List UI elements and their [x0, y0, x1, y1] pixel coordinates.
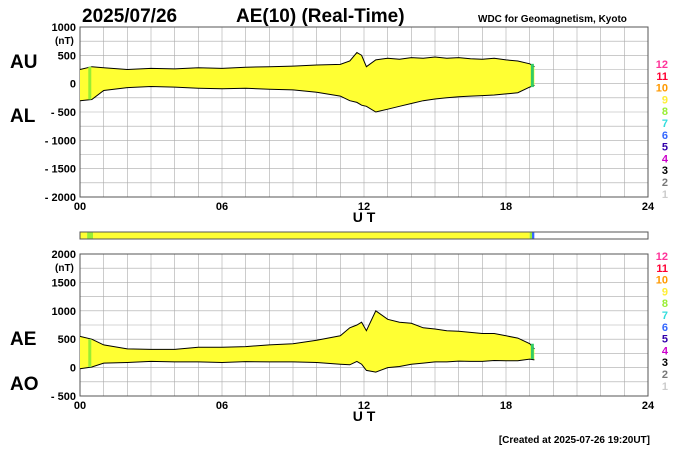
chart-title: AE(10) (Real-Time)	[236, 6, 405, 27]
ae-ao-unit-label: (nT)	[55, 263, 74, 274]
legend-entry: 2	[662, 177, 668, 189]
y-tick-label: 1500	[52, 277, 76, 289]
station-strip	[530, 343, 534, 360]
legend-entry: 12	[656, 251, 668, 263]
y-tick-label: - 1000	[45, 135, 76, 147]
legend-entry: 1	[662, 381, 668, 393]
au-al-y-ticks: 1000 500 0 - 500 - 1000 - 1500 - 2000	[45, 22, 76, 204]
source-label: WDC for Geomagnetism, Kyoto	[478, 14, 627, 25]
coverage-frame	[79, 231, 649, 240]
legend-entry: 7	[662, 118, 668, 130]
legend-entry: 9	[662, 286, 668, 298]
au-al-x-axis-label: U T	[353, 209, 376, 225]
coverage-segment	[80, 232, 88, 239]
ae-label: AE	[10, 329, 36, 350]
series-line-ao	[79, 358, 535, 373]
series-line-al	[79, 84, 535, 113]
created-timestamp: [Created at 2025-07-26 19:20UT]	[499, 435, 650, 446]
legend-entry: 4	[662, 345, 669, 357]
x-tick-label: 18	[500, 400, 512, 412]
x-tick-label: 24	[642, 400, 655, 412]
y-tick-label: - 500	[51, 107, 76, 119]
ae-ao-y-ticks: 2000 1500 1000 500 0 - 500	[51, 249, 76, 403]
au-al-grid	[79, 26, 649, 198]
station-strip	[88, 339, 92, 368]
y-tick-label: 0	[70, 79, 76, 91]
au-label: AU	[10, 52, 37, 73]
ae-ao-x-axis-label: U T	[353, 408, 376, 424]
au-al-unit-label: (nT)	[55, 36, 74, 47]
y-tick-label: - 500	[51, 391, 76, 403]
y-tick-label: 500	[58, 50, 76, 62]
band-fill	[80, 52, 535, 112]
coverage-segment	[87, 232, 94, 239]
coverage-segment	[532, 232, 535, 239]
series-line-au	[79, 51, 535, 71]
ae-ao-x-ticks: 00 06 12 18 24	[74, 400, 655, 412]
legend-entry: 11	[656, 71, 668, 83]
coverage-segment	[529, 232, 533, 239]
legend-entry: 5	[662, 142, 668, 154]
x-tick-label: 12	[358, 201, 370, 213]
y-tick-label: 0	[70, 363, 76, 375]
legend-entry: 5	[662, 334, 668, 346]
x-tick-label: 00	[74, 201, 86, 213]
ao-label: AO	[10, 374, 39, 395]
legend-entry: 7	[662, 310, 668, 322]
series-line-ae	[79, 310, 535, 350]
y-tick-label: 1000	[52, 306, 76, 318]
y-tick-label: 2000	[52, 249, 76, 261]
legend-entry: 6	[662, 130, 668, 142]
band-fill	[80, 310, 535, 373]
legend-entry: 9	[662, 94, 668, 106]
y-tick-label: - 1500	[45, 164, 76, 176]
au-al-fill	[79, 51, 535, 113]
coverage-segment	[93, 232, 530, 239]
legend-entry: 11	[656, 263, 668, 275]
y-tick-label: 500	[58, 334, 76, 346]
coverage-segment	[534, 232, 648, 239]
au-al-x-ticks: 00 06 12 18 24	[74, 201, 655, 213]
ae-ao-fill	[79, 310, 535, 373]
legend-entry: 10	[656, 83, 668, 95]
ae-ao-grid	[79, 253, 649, 397]
date-title: 2025/07/26	[82, 6, 177, 27]
legend-entry: 3	[662, 165, 668, 177]
x-tick-label: 12	[358, 400, 370, 412]
legend-entry: 3	[662, 357, 668, 369]
station-strip	[88, 66, 92, 100]
legend-entry: 8	[662, 106, 668, 118]
y-tick-label: 1000	[52, 22, 76, 34]
al-label: AL	[10, 106, 36, 127]
legend-entry: 10	[656, 275, 668, 287]
y-tick-label: - 2000	[45, 192, 76, 204]
x-tick-label: 06	[216, 201, 228, 213]
legend-entry: 12	[656, 59, 668, 71]
data-coverage-bar	[79, 231, 649, 240]
plot-frame	[79, 253, 649, 397]
x-tick-label: 24	[642, 201, 655, 213]
plot-frame	[79, 26, 649, 198]
x-tick-label: 00	[74, 400, 86, 412]
station-strip	[530, 63, 534, 88]
legend-entry: 2	[662, 369, 668, 381]
legend-entry: 8	[662, 298, 668, 310]
x-tick-label: 18	[500, 201, 512, 213]
legend-entry: 1	[662, 189, 668, 201]
legend-entry: 6	[662, 322, 668, 334]
x-tick-label: 06	[216, 400, 228, 412]
legend-entry: 4	[662, 153, 669, 165]
